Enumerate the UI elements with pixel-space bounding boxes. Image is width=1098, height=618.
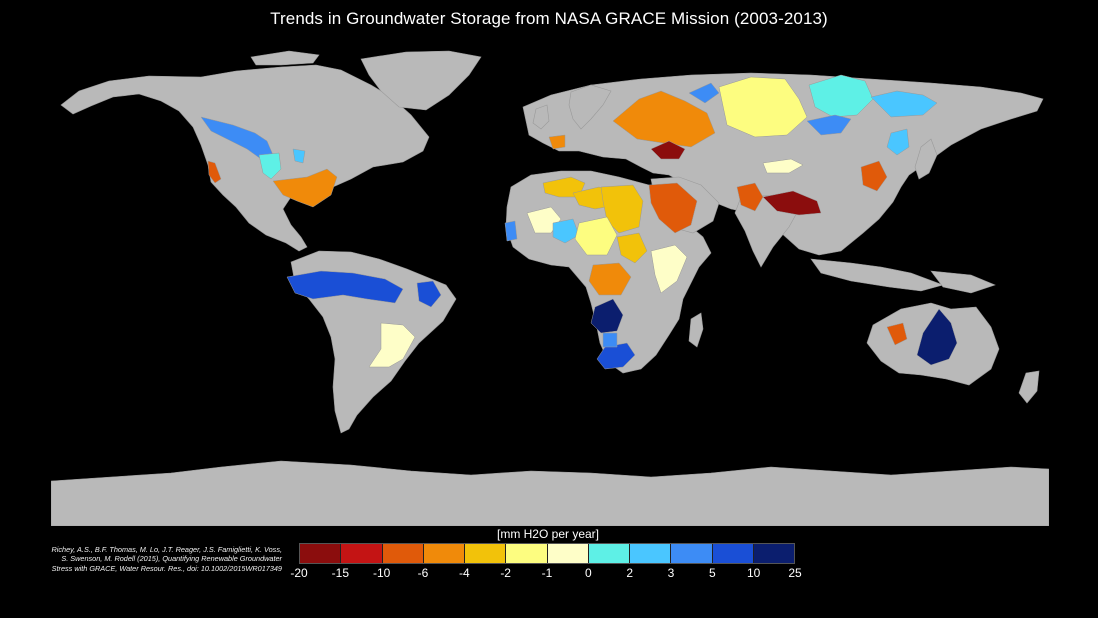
colorbar-tick-label: 5: [708, 566, 716, 580]
colorbar-swatch: [506, 544, 548, 563]
citation-line: Stress with GRACE, Water Resour. Res., d…: [51, 563, 282, 573]
landmass-arctic-islands: [250, 50, 320, 66]
colorbar-tick-label: 2: [626, 566, 633, 580]
aquifer-amazon-west: [286, 270, 404, 304]
colorbar-swatch: [753, 544, 794, 563]
aquifer-great-artesian: [916, 308, 958, 366]
aquifer-ogaden-juba: [650, 244, 688, 294]
citation-line: S. Swenson, M. Rodell (2015), Quantifyin…: [61, 554, 282, 564]
landmass-indonesia: [810, 258, 944, 292]
colorbar-tick-label: 3: [667, 566, 675, 580]
landmass-japan: [914, 138, 938, 180]
colorbar-tick-label: -15: [331, 566, 349, 580]
colorbar-swatch: [588, 544, 630, 563]
map-title: Trends in Groundwater Storage from NASA …: [270, 9, 828, 28]
colorbar-swatch: [712, 544, 754, 563]
colorbar-labels: -20 -15 -10 -6 -4 -2 -1 0 2 3 5 10 25: [290, 566, 801, 582]
landmass-new-guinea: [930, 270, 996, 294]
colorbar-tick-label: -6: [417, 566, 429, 580]
colorbar-swatch: [547, 544, 589, 563]
aquifer-group: [200, 74, 958, 370]
aquifer-arabian: [648, 182, 698, 234]
aquifer-tarim: [762, 158, 804, 174]
world-map-svg: [51, 50, 1049, 526]
aquifer-ganges: [762, 190, 822, 216]
colorbar: [299, 543, 795, 564]
aquifer-sudd: [616, 232, 648, 264]
aquifer-iullemeden: [552, 218, 580, 244]
landmass-madagascar: [688, 312, 704, 348]
colorbar-tick-label: -20: [290, 566, 308, 580]
aquifer-karoo: [596, 342, 636, 370]
citation-text: Richey, A.S., B.F. Thomas, M. Lo, J.T. R…: [12, 545, 282, 573]
colorbar-swatch: [630, 544, 672, 563]
colorbar-swatch: [341, 544, 383, 563]
aquifer-us-gulf-coastal: [272, 168, 338, 208]
aquifer-north-china: [860, 160, 888, 192]
landmass-scandinavia: [568, 84, 612, 130]
aquifer-russian-platform: [612, 90, 716, 148]
aquifer-senegalo-mauritanian: [504, 220, 518, 242]
aquifer-canning: [886, 322, 908, 346]
landmass-greenland: [360, 50, 482, 111]
colorbar-tick-label: -10: [372, 566, 391, 580]
aquifer-us-central-valley: [207, 160, 222, 184]
colorbar-swatch: [382, 544, 424, 563]
aquifer-tunguss: [808, 74, 874, 118]
colorbar-swatch: [423, 544, 465, 563]
colorbar-tick-label: -4: [458, 566, 470, 580]
aquifer-yakutsk: [870, 90, 938, 118]
aquifer-iberian: [548, 134, 566, 150]
colorbar-tick-label: -1: [541, 566, 553, 580]
colorbar-tick-label: 10: [746, 566, 761, 580]
landmass-north-america: [60, 64, 430, 252]
colorbar-tick-label: -2: [500, 566, 511, 580]
aquifer-nubian: [600, 184, 644, 234]
aquifer-north-dvina: [688, 82, 720, 104]
colorbar-swatch: [671, 544, 713, 563]
aquifer-angara-lena: [806, 114, 852, 136]
landmass-uk: [532, 104, 550, 130]
aquifer-us-northern-rockies: [258, 152, 282, 180]
land-group: [51, 50, 1049, 526]
aquifer-congo: [588, 262, 632, 296]
aquifer-guarani: [368, 322, 416, 368]
aquifer-west-siberian: [718, 76, 808, 138]
aquifer-stampriet: [602, 332, 618, 348]
aquifer-amazon-east: [416, 280, 442, 308]
aquifer-us-great-lakes: [292, 148, 306, 164]
aquifer-kalahari: [590, 298, 624, 334]
aquifer-amur: [886, 128, 910, 156]
world-map: [51, 37, 1049, 526]
citation-line: Richey, A.S., B.F. Thomas, M. Lo, J.T. R…: [51, 545, 282, 554]
aquifer-lake-chad: [574, 216, 618, 256]
colorbar-title: [mm H2O per year]: [496, 527, 600, 541]
aquifer-caspian: [650, 140, 686, 160]
colorbar-tick-label: 0: [584, 566, 592, 580]
colorbar-swatch: [300, 544, 342, 563]
colorbar-swatch: [465, 544, 507, 563]
aquifer-indus: [736, 182, 764, 212]
landmass-antarctica: [51, 460, 1049, 526]
colorbar-tick-label: 25: [788, 566, 802, 580]
landmass-new-zealand: [1018, 370, 1040, 404]
